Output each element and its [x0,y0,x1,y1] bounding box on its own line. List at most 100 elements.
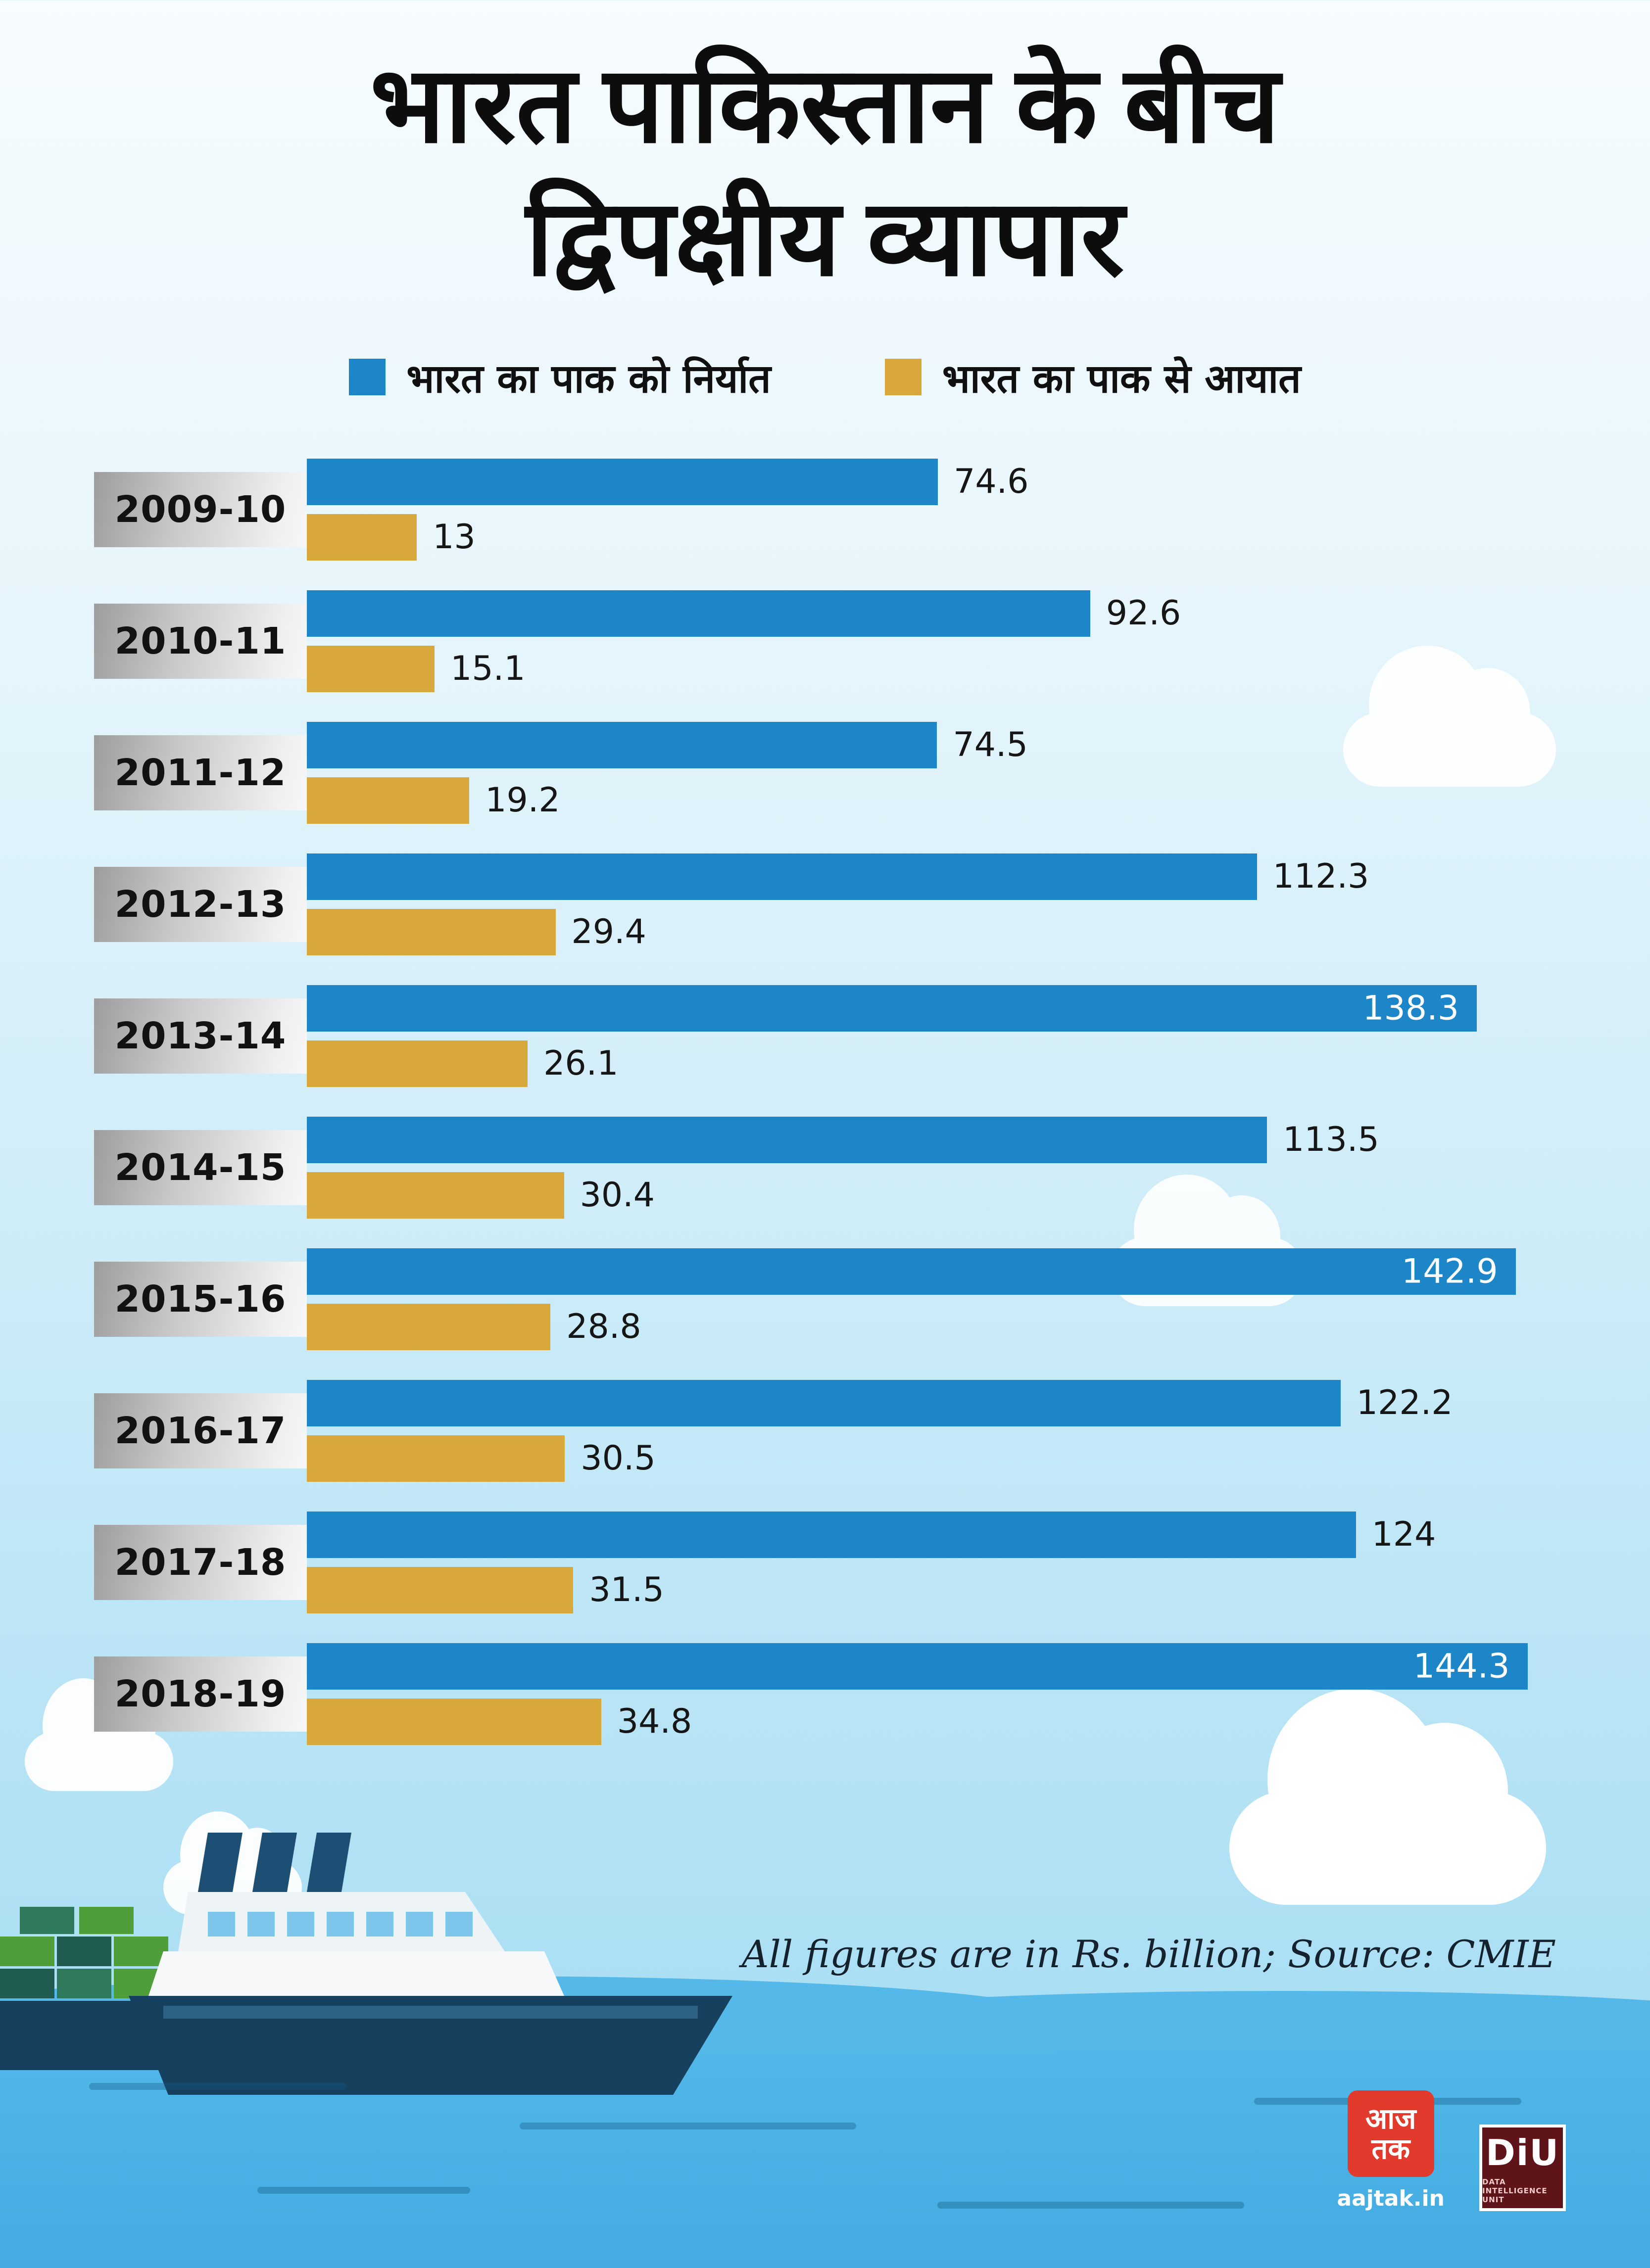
aajtak-url: aajtak.in [1337,2186,1445,2211]
chart-row: 2011-12 74.5 19.2 [94,721,1576,824]
value-label: 138.3 [1362,989,1459,1028]
bar-line: 30.4 [307,1172,1576,1219]
wave-decoration [257,2187,470,2194]
year-label: 2013-14 [94,998,307,1074]
year-label: 2016-17 [94,1393,307,1468]
year-label: 2015-16 [94,1261,307,1337]
diu-logo: DiU DATA INTELLIGENCE UNIT [1479,2125,1566,2211]
value-label: 74.5 [953,725,1028,764]
aajtak-logo-icon: आज तक [1347,2090,1434,2177]
value-label: 15.1 [450,649,526,688]
bar-line: 13 [307,514,1576,561]
legend-label-imports: भारत का पाक से आयात [942,355,1301,402]
value-label: 74.6 [954,462,1029,501]
value-label: 92.6 [1106,594,1181,633]
value-label: 112.3 [1272,857,1369,896]
import-bar [307,1040,528,1087]
import-bar [307,1566,574,1613]
import-bar [307,1172,564,1219]
value-label: 142.9 [1401,1252,1498,1291]
cloud-icon [1229,1689,1546,1905]
bar-line: 92.6 [307,590,1576,637]
bar-line: 74.5 [307,721,1576,768]
chart-row: 2016-17 122.2 30.5 [94,1379,1576,1482]
export-bar: 144.3 [307,1643,1528,1690]
bar-line: 122.2 [307,1379,1576,1426]
value-label: 144.3 [1413,1647,1510,1686]
export-bar [307,1379,1341,1426]
value-label: 29.4 [571,912,646,951]
bar-line: 30.5 [307,1435,1576,1482]
chart-row: 2015-16 142.9 28.8 [94,1248,1576,1350]
year-label: 2009-10 [94,472,307,547]
value-label: 30.5 [581,1439,656,1478]
wave-decoration [937,2202,1244,2209]
import-bar [307,1435,565,1482]
bar-line: 74.6 [307,458,1576,505]
bar-line: 31.5 [307,1566,1576,1613]
export-bar: 138.3 [307,985,1477,1032]
import-bar [307,1303,551,1350]
chart-row: 2018-19 144.3 34.8 [94,1643,1576,1745]
value-label: 31.5 [589,1570,664,1609]
bar-line: 144.3 [307,1643,1576,1690]
bar-line: 15.1 [307,645,1576,692]
import-bar [307,645,435,692]
page-title-line1: भारत पाकिस्तान के बीच [370,47,1280,165]
export-bar [307,1511,1356,1558]
legend-label-exports: भारत का पाक को निर्यात [406,355,771,402]
ferry-icon [129,1833,732,2095]
diu-logo-icon: DiU DATA INTELLIGENCE UNIT [1479,2125,1566,2211]
ship-illustration [0,1833,732,2095]
bar-line: 138.3 [307,985,1576,1032]
export-bar [307,721,937,768]
value-label: 28.8 [566,1307,641,1346]
bar-line: 124 [307,1511,1576,1558]
page-title-line2: द्विपक्षीय व्यापार [526,179,1124,298]
chart-row: 2012-13 112.3 29.4 [94,853,1576,955]
wave-decoration [520,2123,856,2129]
chart-row: 2013-14 138.3 26.1 [94,985,1576,1087]
export-bar [307,590,1090,637]
source-note: All figures are in Rs. billion; Source: … [741,1932,1556,1976]
chart-row: 2009-10 74.6 13 [94,458,1576,561]
bar-line: 142.9 [307,1248,1576,1295]
bar-line: 34.8 [307,1698,1576,1745]
legend-item-exports: भारत का पाक को निर्यात [349,350,771,404]
page-title: भारत पाकिस्तान के बीच द्विपक्षीय व्यापार [0,0,1650,306]
aajtak-logo: आज तक aajtak.in [1337,2090,1445,2211]
export-bar: 142.9 [307,1248,1516,1295]
value-label: 26.1 [543,1044,619,1083]
value-label: 13 [433,518,476,557]
bar-line: 26.1 [307,1040,1576,1087]
value-label: 34.8 [617,1702,692,1741]
legend-swatch-exports [349,359,386,395]
import-bar [307,777,470,824]
legend-swatch-imports [884,359,922,395]
export-bar [307,853,1257,900]
diu-logo-subtext: DATA INTELLIGENCE UNIT [1482,2177,1548,2204]
import-bar [307,514,417,561]
chart-row: 2014-15 113.5 30.4 [94,1116,1576,1219]
bar-line: 28.8 [307,1303,1576,1350]
import-bar [307,908,556,955]
bar-chart: 2009-10 74.6 13 2010-11 92.6 15.1 2011-12 74.5 1… [0,458,1650,1745]
branding: आज तक aajtak.in DiU DATA INTELLIGENCE UN… [1337,2090,1566,2211]
diu-logo-text: DiU [1486,2131,1559,2174]
value-label: 30.4 [580,1176,655,1215]
year-label: 2014-15 [94,1130,307,1205]
value-label: 19.2 [485,781,560,820]
bar-line: 19.2 [307,777,1576,824]
bar-line: 112.3 [307,853,1576,900]
export-bar [307,458,938,505]
export-bar [307,1116,1267,1163]
chart-legend: भारत का पाक को निर्यात भारत का पाक से आय… [0,350,1650,404]
chart-row: 2010-11 92.6 15.1 [94,590,1576,692]
year-label: 2012-13 [94,866,307,942]
value-label: 113.5 [1283,1120,1379,1159]
year-label: 2010-11 [94,603,307,679]
value-label: 124 [1371,1515,1436,1554]
year-label: 2017-18 [94,1524,307,1600]
cloud-icon [1343,646,1556,787]
import-bar [307,1698,601,1745]
